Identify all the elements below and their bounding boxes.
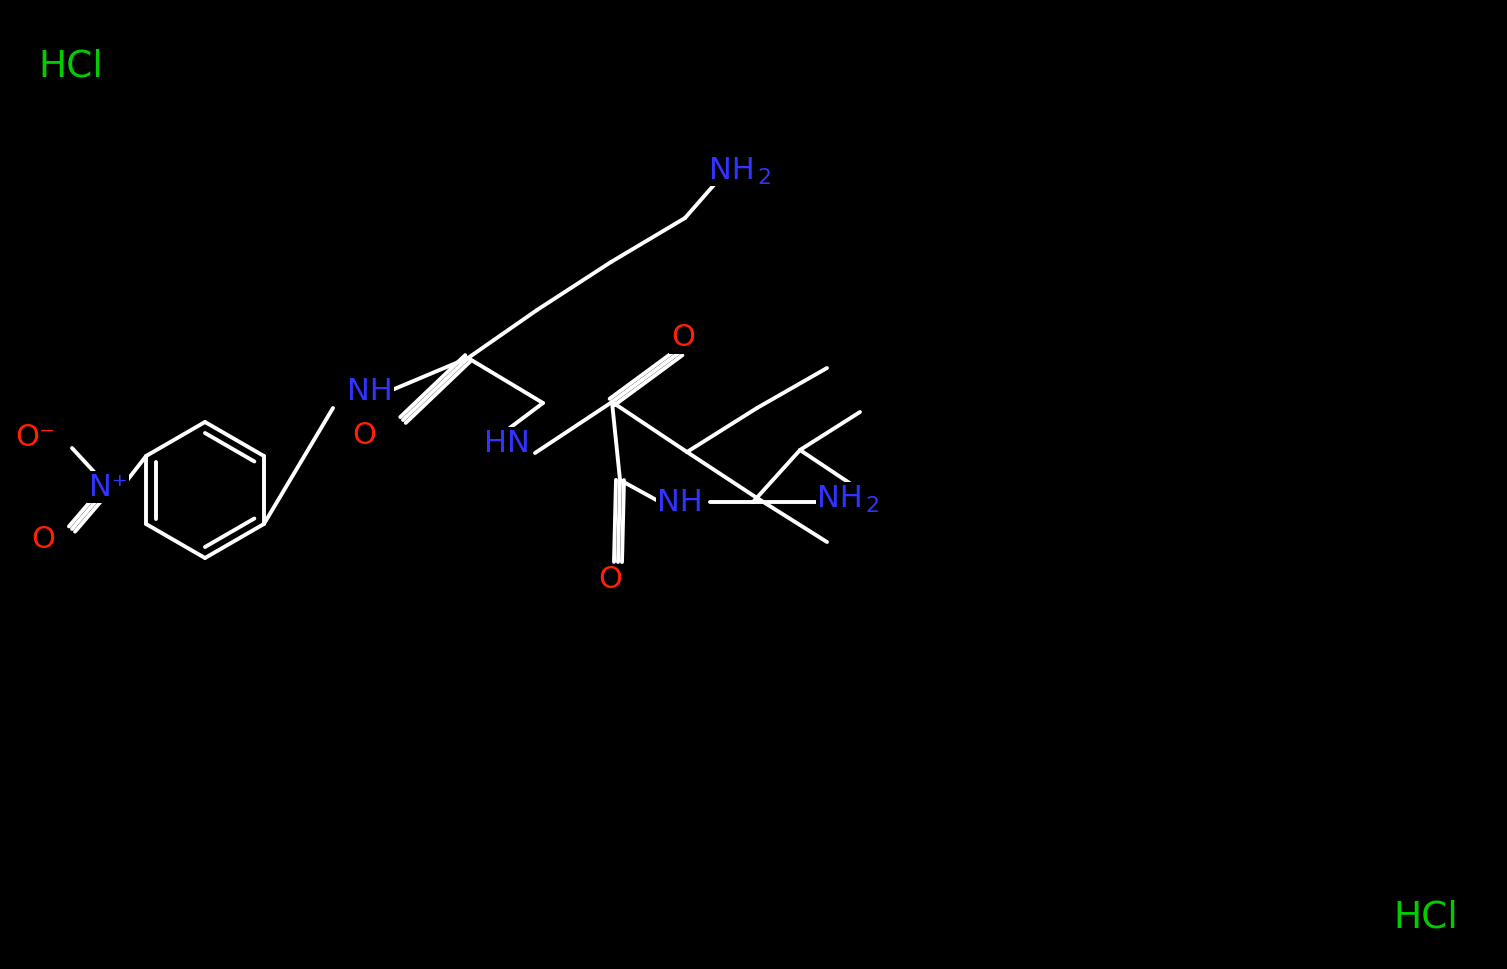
- Text: 2: 2: [758, 168, 772, 188]
- Text: N⁺: N⁺: [89, 473, 128, 502]
- Text: NH: NH: [347, 378, 393, 407]
- Text: NH: NH: [657, 487, 702, 516]
- Text: 2: 2: [865, 496, 879, 516]
- Text: NH: NH: [710, 155, 755, 184]
- Text: HN: HN: [484, 428, 530, 457]
- Text: O: O: [353, 421, 377, 450]
- Text: HCl: HCl: [1394, 899, 1457, 935]
- Text: HCl: HCl: [38, 48, 102, 84]
- Text: O: O: [32, 525, 54, 554]
- Text: NH: NH: [817, 484, 864, 513]
- Text: O: O: [671, 324, 695, 353]
- Text: O: O: [598, 566, 622, 595]
- Text: O⁻: O⁻: [15, 422, 54, 452]
